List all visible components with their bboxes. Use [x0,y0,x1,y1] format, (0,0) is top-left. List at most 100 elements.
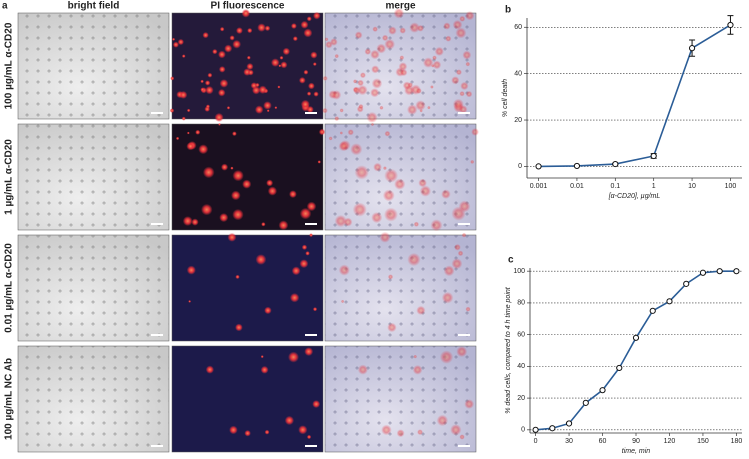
pi-spot [205,365,215,374]
pi-spot [366,111,378,124]
pi-spot [417,429,423,436]
well-pattern [325,124,476,230]
pi-spot [224,44,233,53]
pi-spot [371,65,380,74]
pi-spot [352,86,359,93]
pi-spot [357,364,368,375]
pi-spot [200,87,205,92]
data-point [616,364,623,372]
pi-spot [202,166,215,179]
pi-spot [384,168,399,183]
pi-spot [303,69,309,75]
pi-spot [257,23,266,32]
data-point [612,160,619,168]
pi-spot [290,23,297,29]
x-tick-label: 0 [534,438,538,445]
pi-spot [232,208,244,221]
pi-spot [465,61,471,67]
pi-spot [278,64,282,68]
pi-spot [459,15,466,22]
pi-spot [303,28,313,38]
pi-spot [278,220,289,231]
pi-spot [169,108,175,113]
pi-spot [418,178,427,188]
pi-spot [459,90,465,97]
pi-spot [218,66,226,73]
pi-spot [182,216,193,226]
pi-spot [462,50,472,60]
pi-spot [181,116,186,121]
pi-spot [372,26,378,32]
pi-spot [282,47,291,56]
pi-spot [354,31,363,40]
pi-spot [450,424,462,436]
pi-spot [279,55,284,60]
pi-spot [232,39,242,49]
pi-spot [441,189,451,199]
pi-spot [322,75,328,81]
pi-spot [186,142,195,151]
pi-spot [235,323,243,332]
x-tick-label: 120 [664,438,676,445]
pi-spot [308,82,315,90]
pi-spot [359,72,366,79]
pi-spot [432,60,442,70]
pi-spot [207,72,213,78]
y-tick-label: 60 [517,331,525,338]
pi-spot [339,108,344,113]
pi-spot [187,131,190,135]
column-header: PI fluorescence [211,1,285,12]
pi-spot [338,264,350,276]
pi-spot [430,219,443,232]
pi-spot [455,27,467,39]
pi-spot [298,76,306,84]
pi-spot [384,130,391,137]
pi-spot [387,274,394,280]
pi-spot [261,222,266,227]
y-tick-label: 60 [514,24,522,31]
x-tick-label: 1 [652,183,656,190]
pi-spot [232,169,244,182]
y-tick-label: 80 [517,300,525,307]
pi-spot [186,265,196,275]
well-pattern [325,235,476,341]
pi-spot [324,37,329,42]
pi-spot [443,22,451,30]
pi-spot [455,69,462,76]
pi-spot [352,202,367,217]
pi-spot [277,85,281,89]
pi-spot [452,19,463,30]
pi-spot [306,201,317,212]
pi-spot [384,38,396,50]
pi-spot [413,221,420,227]
pi-spot [371,211,383,224]
x-axis-label: time, min [622,448,651,455]
pi-spot [220,163,229,171]
pi-spot [255,82,260,88]
data-point [699,269,707,276]
pi-spot [219,79,229,88]
pi-spot [179,90,188,99]
pi-spot [300,20,309,29]
x-tick-label: 100 [725,183,737,190]
pi-spot [443,265,455,277]
y-axis-label: % dead cells, compared to 4 h time point [505,286,512,414]
pi-spot [219,26,225,32]
x-tick-label: 30 [565,438,573,445]
pi-spot [201,203,213,216]
pi-spot [306,105,314,113]
x-axis-label: [α-CD20], µg/mL [608,193,661,200]
pi-spot [260,365,269,374]
pi-spot [399,55,405,61]
pi-spot [280,61,288,69]
pi-spot [381,424,392,436]
y-tick-label: 40 [517,363,525,370]
pi-spot [270,58,280,67]
pi-spot [188,300,192,303]
data-point [535,163,542,170]
pi-spot [357,85,368,96]
pi-spot [358,103,364,110]
pi-spot [382,189,395,202]
pi-spot [371,78,383,89]
